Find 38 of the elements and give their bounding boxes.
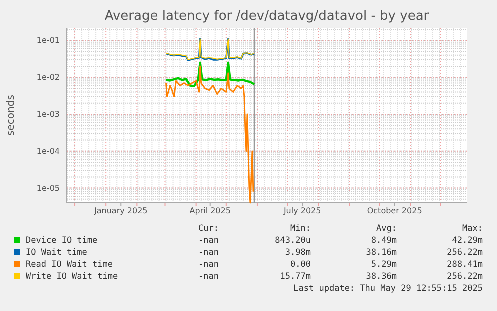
text: Avg: [376, 224, 397, 234]
y-tick-label: 1e-02 [36, 73, 60, 82]
text: 8.49m [371, 236, 397, 246]
text: Min: [290, 224, 311, 234]
text: 5.29m [371, 260, 397, 270]
y-tick-label: 1e-05 [36, 184, 60, 193]
text: 288.41m [447, 260, 483, 270]
text: -nan [198, 248, 219, 258]
chart-title: Average latency for /dev/datavg/datavol - by year [104, 9, 430, 24]
y-tick-label: 1e-03 [36, 110, 60, 120]
text: 38.16m [366, 248, 397, 258]
legend-label: Device IO time [26, 236, 98, 246]
x-tick-label: January 2025 [94, 206, 148, 216]
text: 3.98m [285, 248, 311, 258]
text: 42.29m [452, 236, 483, 246]
legend-label: Write IO Wait time [26, 272, 118, 282]
line-series [166, 66, 254, 204]
text: 15.77m [280, 272, 311, 282]
x-tick-label: October 2025 [367, 206, 422, 216]
text: Last update: Thu May 29 12:55:15 2025 [294, 284, 483, 294]
line-series [165, 62, 256, 88]
text: -nan [198, 260, 219, 270]
text: 843.20u [275, 236, 311, 246]
text: 0.00 [290, 260, 311, 270]
text: 256.22m [447, 272, 483, 282]
text: 38.36m [366, 272, 397, 282]
y-tick-label: 1e-01 [36, 36, 60, 46]
text: 256.22m [447, 248, 483, 258]
text: Max: [462, 224, 483, 234]
text: -nan [198, 272, 219, 282]
x-tick-label: July 2025 [282, 206, 322, 216]
text: Cur: [198, 224, 219, 234]
legend-label: IO Wait time [26, 248, 88, 258]
y-tick-label: 1e-04 [36, 146, 60, 156]
legend-label: Read IO Wait time [26, 260, 113, 270]
text: -nan [198, 236, 219, 246]
y-axis-title: seconds [6, 95, 17, 136]
x-tick-label: April 2025 [190, 206, 231, 216]
